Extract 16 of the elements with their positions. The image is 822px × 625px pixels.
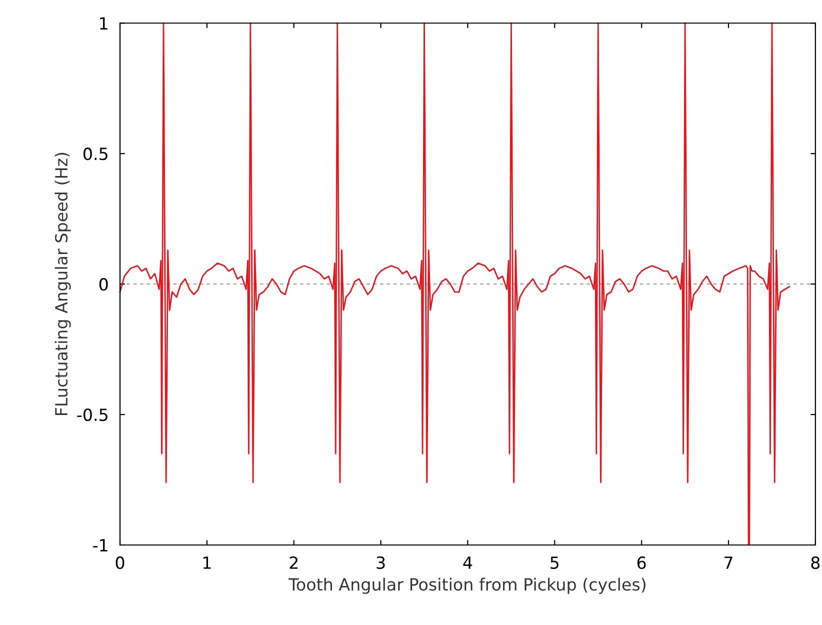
y-tick-label: 1 bbox=[100, 17, 108, 30]
y-axis-title: FLuctuating Angular Speed (Hz) bbox=[54, 152, 71, 416]
x-tick-label: 6 bbox=[637, 556, 646, 570]
x-tick-label: 2 bbox=[290, 556, 298, 569]
x-tick-label: 3 bbox=[376, 556, 385, 570]
x-tick-label: 1 bbox=[203, 556, 211, 569]
y-tick-label: -0.5 bbox=[77, 408, 108, 422]
x-tick-label: 4 bbox=[463, 556, 472, 569]
x-tick-label: 5 bbox=[550, 556, 558, 570]
x-axis-title: Tooth Angular Position from Pickup (cycles) bbox=[288, 578, 646, 594]
y-tick-label: 0.5 bbox=[83, 148, 108, 160]
y-tick-label: -1 bbox=[93, 539, 108, 552]
x-tick-label: 0 bbox=[116, 556, 124, 570]
y-tick-label: 0 bbox=[99, 278, 108, 291]
x-tick-label: 8 bbox=[811, 556, 820, 570]
x-tick-label: 7 bbox=[724, 556, 732, 569]
